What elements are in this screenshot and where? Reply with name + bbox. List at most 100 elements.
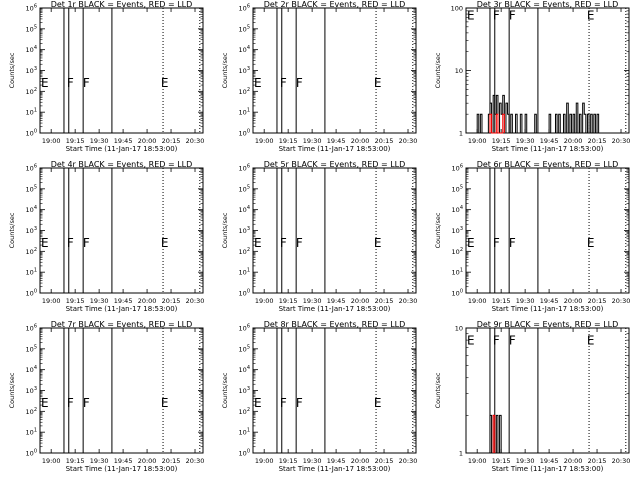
y-axis-label: Counts/sec [8,52,16,88]
y-tick-label: 100 [26,289,37,298]
flag-letter: E [161,396,169,410]
y-axis-label: Counts/sec [221,52,229,88]
x-tick-label: 19:15 [279,137,298,145]
x-tick-label: 19:30 [90,297,109,305]
x-tick-label: 20:30 [399,457,418,465]
x-tick-label: 20:30 [612,457,631,465]
x-tick-label: 20:15 [375,297,394,305]
y-tick-label: 104 [26,45,37,54]
y-tick-label: 104 [239,45,250,54]
x-tick-label: 19:30 [90,457,109,465]
x-axis-label: Start Time (11-Jan-17 18:53:00) [279,465,391,473]
x-tick-label: 19:45 [327,297,346,305]
x-tick-label: 19:15 [66,297,85,305]
x-tick-label: 20:15 [588,297,607,305]
x-tick-label: 19:30 [516,137,535,145]
x-tick-label: 20:15 [375,137,394,145]
panel-title: Det 2r BLACK = Events, RED = LLD [264,0,406,9]
y-tick-label: 105 [26,344,37,353]
flag-letter: E [41,76,49,90]
flag-letter: F [493,334,500,348]
x-tick-label: 20:00 [564,137,583,145]
y-tick-label: 104 [239,365,250,374]
x-tick-label: 20:00 [564,457,583,465]
flag-letter: F [296,76,303,90]
x-tick-label: 20:00 [138,137,157,145]
y-tick-label: 102 [239,87,250,96]
y-tick-label: 101 [452,268,463,277]
series-line-1 [489,113,505,134]
panel-title: Det 6r BLACK = Events, RED = LLD [477,160,619,169]
flag-letter: F [296,236,303,250]
y-tick-label: 100 [239,129,250,138]
y-tick-label: 101 [26,268,37,277]
flag-letter: E [374,396,382,410]
panel-title: Det 1r BLACK = Events, RED = LLD [51,0,193,9]
y-tick-label: 106 [26,324,37,333]
flag-letter: E [467,334,475,348]
flag-letter: F [280,236,287,250]
flag-letter: E [374,236,382,250]
y-tick-label: 106 [239,324,250,333]
x-tick-label: 19:00 [255,457,274,465]
x-tick-label: 20:30 [186,457,205,465]
y-tick-label: 106 [26,4,37,13]
y-tick-label: 106 [452,164,463,173]
y-tick-label: 103 [239,226,250,235]
panel-det-3r: Det 3r BLACK = Events, RED = LLD Counts/s… [434,0,630,153]
series-line-0 [476,94,600,134]
x-tick-label: 19:30 [516,457,535,465]
y-axis-label: Counts/sec [8,372,16,408]
x-tick-label: 19:15 [66,137,85,145]
flag-letter: F [67,396,74,410]
x-tick-label: 20:00 [351,297,370,305]
x-tick-label: 20:15 [375,457,394,465]
flag-letter: E [467,9,475,23]
panel-det-8r: Det 8r BLACK = Events, RED = LLD Counts/s… [221,320,417,473]
x-axis-label: Start Time (11-Jan-17 18:53:00) [279,145,391,153]
y-axis-label: Counts/sec [434,372,442,408]
y-tick-label: 100 [26,449,37,458]
y-tick-label: 105 [239,24,250,33]
panel-title: Det 5r BLACK = Events, RED = LLD [264,160,406,169]
x-tick-label: 19:45 [540,137,559,145]
y-tick-label: 100 [451,5,463,13]
x-tick-label: 20:30 [399,297,418,305]
x-tick-label: 19:30 [303,137,322,145]
x-tick-label: 20:15 [588,137,607,145]
panel-det-2r: Det 2r BLACK = Events, RED = LLD Counts/s… [221,0,417,153]
x-tick-label: 19:00 [468,137,487,145]
y-tick-label: 1 [459,450,463,458]
x-tick-label: 19:15 [492,137,511,145]
x-tick-label: 20:30 [612,297,631,305]
x-tick-label: 20:15 [162,297,181,305]
x-tick-label: 19:30 [90,137,109,145]
x-tick-label: 19:15 [279,297,298,305]
y-tick-label: 106 [239,4,250,13]
panel-det-4r: Det 4r BLACK = Events, RED = LLD Counts/s… [8,160,204,313]
panel-title: Det 7r BLACK = Events, RED = LLD [51,320,193,329]
panel-title: Det 3r BLACK = Events, RED = LLD [477,0,619,9]
flag-letter: F [83,236,90,250]
y-tick-label: 102 [239,407,250,416]
y-tick-label: 1 [459,130,463,138]
panel-det-5r: Det 5r BLACK = Events, RED = LLD Counts/s… [221,160,417,313]
x-tick-label: 19:45 [114,297,133,305]
y-tick-label: 102 [26,407,37,416]
y-tick-label: 101 [239,428,250,437]
y-tick-label: 101 [26,108,37,117]
x-tick-label: 19:30 [303,457,322,465]
x-axis-label: Start Time (11-Jan-17 18:53:00) [66,465,178,473]
flag-letter: F [67,236,74,250]
x-axis-label: Start Time (11-Jan-17 18:53:00) [492,145,604,153]
x-tick-label: 20:30 [186,137,205,145]
flag-letter: E [587,334,595,348]
y-tick-label: 104 [26,365,37,374]
flag-letter: E [587,9,595,23]
panel-det-1r: Det 1r BLACK = Events, RED = LLD Counts/s… [8,0,204,153]
x-tick-label: 19:45 [327,137,346,145]
x-tick-label: 20:00 [351,137,370,145]
y-tick-label: 100 [452,289,463,298]
x-tick-label: 19:15 [492,297,511,305]
